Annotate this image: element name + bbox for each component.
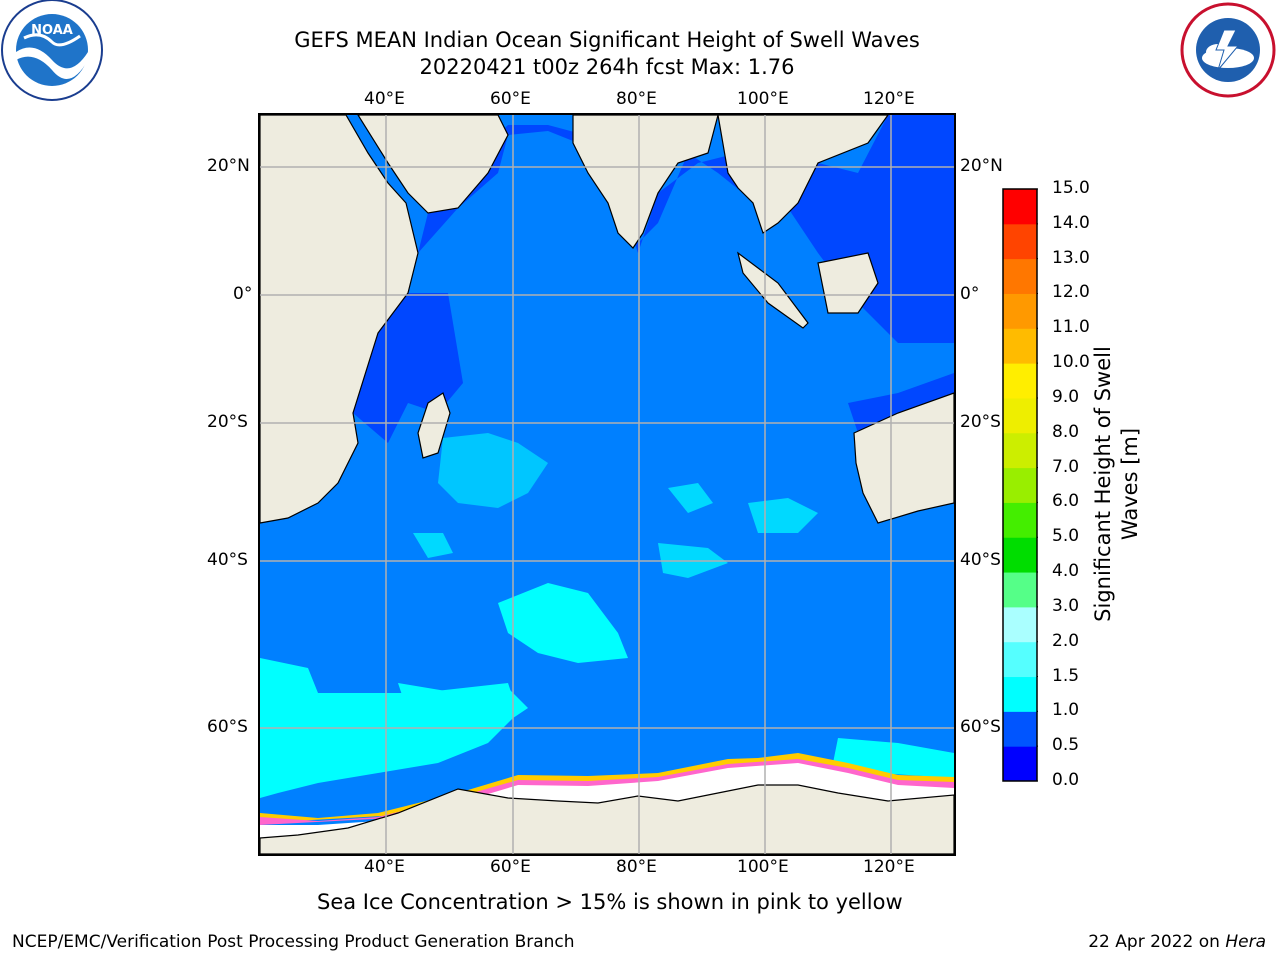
arabia-land <box>356 114 509 214</box>
colorbar-segment <box>1003 502 1037 538</box>
colorbar <box>1002 188 1038 782</box>
colorbar-label-line2: Waves [m] <box>1118 427 1142 541</box>
footer-left: NCEP/EMC/Verification Post Processing Pr… <box>12 932 575 952</box>
colorbar-segment <box>1003 711 1037 747</box>
noaa-logo: NOAA <box>1 0 103 101</box>
colorbar-tick-label: 4.0 <box>1052 561 1080 582</box>
lat-label-left-20s: 20°S <box>207 412 248 432</box>
colorbar-tick-label: 6.0 <box>1052 491 1080 512</box>
colorbar-segment <box>1003 746 1037 782</box>
colorbar-tick-label: 0.0 <box>1052 770 1080 790</box>
map-graticule <box>260 115 954 854</box>
ocean-low-region-north <box>408 115 954 343</box>
lat-label-right-40s: 40°S <box>960 550 1001 570</box>
colorbar-tick-label: 8.0 <box>1052 421 1080 442</box>
colorbar-tick-marks <box>1037 188 1038 782</box>
colorbar-segment <box>1003 363 1037 399</box>
colorbar-tick-label: 13.0 <box>1052 247 1090 268</box>
australia-land <box>853 392 955 524</box>
lat-label-right-20n: 20°N <box>960 156 1003 176</box>
colorbar-segment <box>1003 641 1037 678</box>
colorbar-tick-label: 1.5 <box>1052 665 1080 686</box>
lat-label-right-20s: 20°S <box>960 412 1001 432</box>
colorbar-tick-label: 10.0 <box>1052 352 1090 373</box>
sumatra-land <box>737 251 809 329</box>
lon-label-top-40e: 40°E <box>364 89 405 109</box>
colorbar-segment <box>1003 537 1037 573</box>
colorbar-segment <box>1003 328 1037 364</box>
colorbar-tick-label: 9.0 <box>1052 386 1080 407</box>
lon-label-bottom-80e: 80°E <box>616 857 657 877</box>
colorbar-segment <box>1003 572 1037 608</box>
madagascar-land <box>417 392 451 459</box>
chart-subtitle: 20220421 t00z 264h fcst Max: 1.76 <box>419 55 795 79</box>
colorbar-tick-label: 2.0 <box>1052 630 1080 651</box>
colorbar-tick-label: 1.0 <box>1052 700 1080 721</box>
colorbar-segment <box>1003 397 1037 434</box>
map-frame <box>258 113 956 856</box>
footer-host: Hera <box>1225 932 1266 952</box>
colorbar-label-line1: Significant Height of Swell <box>1091 346 1115 622</box>
borneo-land <box>817 252 879 314</box>
colorbar-segment <box>1003 293 1037 329</box>
africa-land <box>259 114 419 524</box>
lat-label-right-60s: 60°S <box>960 717 1001 737</box>
lon-label-top-80e: 80°E <box>616 89 657 109</box>
swell-height-map <box>258 113 956 856</box>
colorbar-segments <box>1003 189 1037 782</box>
lon-label-bottom-120e: 120°E <box>863 857 915 877</box>
lon-label-bottom-60e: 60°E <box>490 857 531 877</box>
colorbar-segment <box>1003 467 1037 503</box>
colorbar-segment <box>1003 258 1037 294</box>
colorbar-tick-label: 14.0 <box>1052 212 1090 233</box>
lat-label-left-20n: 20°N <box>207 156 250 176</box>
colorbar-tick-label: 7.0 <box>1052 456 1080 477</box>
lon-label-bottom-100e: 100°E <box>737 857 789 877</box>
india-land <box>572 114 719 249</box>
colorbar-tick-label: 12.0 <box>1052 282 1090 303</box>
footer-date: 22 Apr 2022 on <box>1088 932 1226 952</box>
colorbar-segment <box>1003 189 1037 225</box>
lon-label-top-120e: 120°E <box>863 89 915 109</box>
lat-label-right-0: 0° <box>960 284 980 304</box>
colorbar-tick-label: 5.0 <box>1052 526 1080 547</box>
lat-label-left-40s: 40°S <box>207 550 248 570</box>
colorbar-tick-label: 0.5 <box>1052 735 1080 756</box>
lon-label-bottom-40e: 40°E <box>364 857 405 877</box>
colorbar-tick-label: 3.0 <box>1052 595 1080 616</box>
lon-label-top-60e: 60°E <box>490 89 531 109</box>
colorbar-tick-label: 11.0 <box>1052 317 1090 338</box>
footer-right: 22 Apr 2022 on Hera <box>1088 932 1266 952</box>
colorbar-segment <box>1003 606 1037 643</box>
colorbar-tick-label: 15.0 <box>1052 178 1090 198</box>
lat-label-left-60s: 60°S <box>207 717 248 737</box>
sea-ice-caption: Sea Ice Concentration > 15% is shown in … <box>317 890 903 914</box>
colorbar-frame <box>1002 188 1038 782</box>
chart-title: GEFS MEAN Indian Ocean Significant Heigh… <box>294 28 920 52</box>
colorbar-segment <box>1003 223 1037 260</box>
colorbar-segment <box>1003 432 1037 469</box>
noaa-logo-text: NOAA <box>31 23 73 38</box>
lat-label-left-0: 0° <box>233 284 253 304</box>
lon-label-top-100e: 100°E <box>737 89 789 109</box>
colorbar-segment <box>1003 676 1037 712</box>
nws-logo <box>1180 2 1276 98</box>
se-asia-land <box>717 114 890 234</box>
